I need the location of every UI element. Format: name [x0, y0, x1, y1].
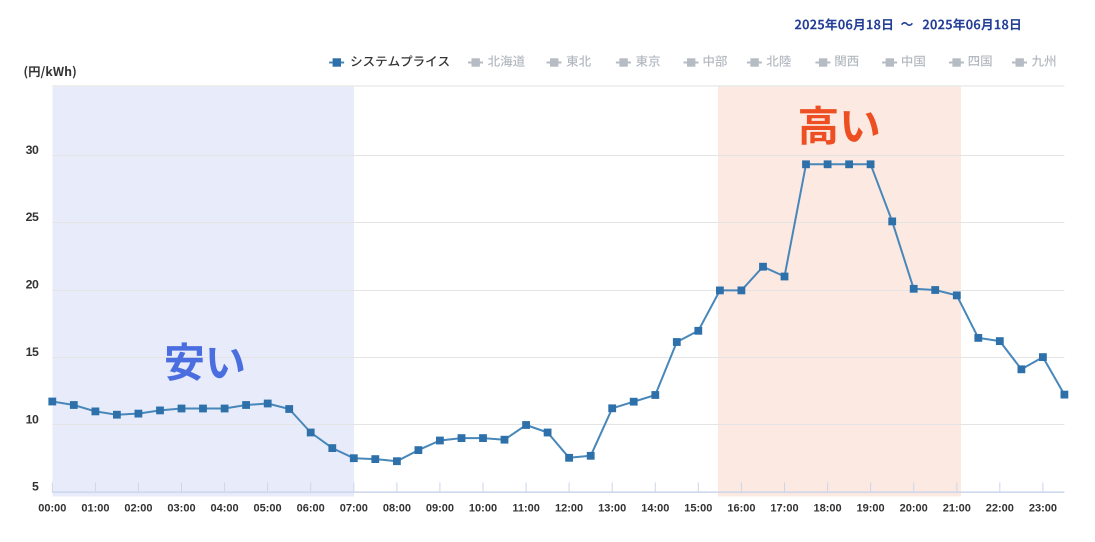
svg-text:04:00: 04:00 — [211, 503, 239, 515]
svg-text:17:00: 17:00 — [770, 503, 798, 515]
svg-text:16:00: 16:00 — [727, 503, 755, 515]
svg-text:12:00: 12:00 — [555, 503, 583, 515]
svg-text:07:00: 07:00 — [340, 503, 368, 515]
svg-text:5: 5 — [32, 480, 39, 494]
svg-text:15:00: 15:00 — [684, 503, 712, 515]
svg-text:01:00: 01:00 — [81, 503, 109, 515]
svg-text:20: 20 — [26, 278, 39, 292]
svg-text:05:00: 05:00 — [254, 503, 282, 515]
svg-text:03:00: 03:00 — [167, 503, 195, 515]
svg-text:09:00: 09:00 — [426, 503, 454, 515]
svg-text:22:00: 22:00 — [986, 503, 1014, 515]
svg-text:06:00: 06:00 — [297, 503, 325, 515]
svg-text:20:00: 20:00 — [900, 503, 928, 515]
svg-text:13:00: 13:00 — [598, 503, 626, 515]
svg-text:02:00: 02:00 — [124, 503, 152, 515]
svg-text:15: 15 — [26, 345, 39, 359]
svg-text:10: 10 — [26, 412, 39, 426]
svg-text:14:00: 14:00 — [641, 503, 669, 515]
svg-text:25: 25 — [26, 210, 39, 224]
svg-text:21:00: 21:00 — [943, 503, 971, 515]
svg-text:19:00: 19:00 — [857, 503, 885, 515]
svg-text:10:00: 10:00 — [469, 503, 497, 515]
svg-text:23:00: 23:00 — [1029, 503, 1057, 515]
svg-text:11:00: 11:00 — [512, 503, 540, 515]
svg-text:30: 30 — [26, 143, 39, 157]
svg-text:18:00: 18:00 — [814, 503, 842, 515]
svg-text:08:00: 08:00 — [383, 503, 411, 515]
svg-text:00:00: 00:00 — [38, 503, 66, 515]
